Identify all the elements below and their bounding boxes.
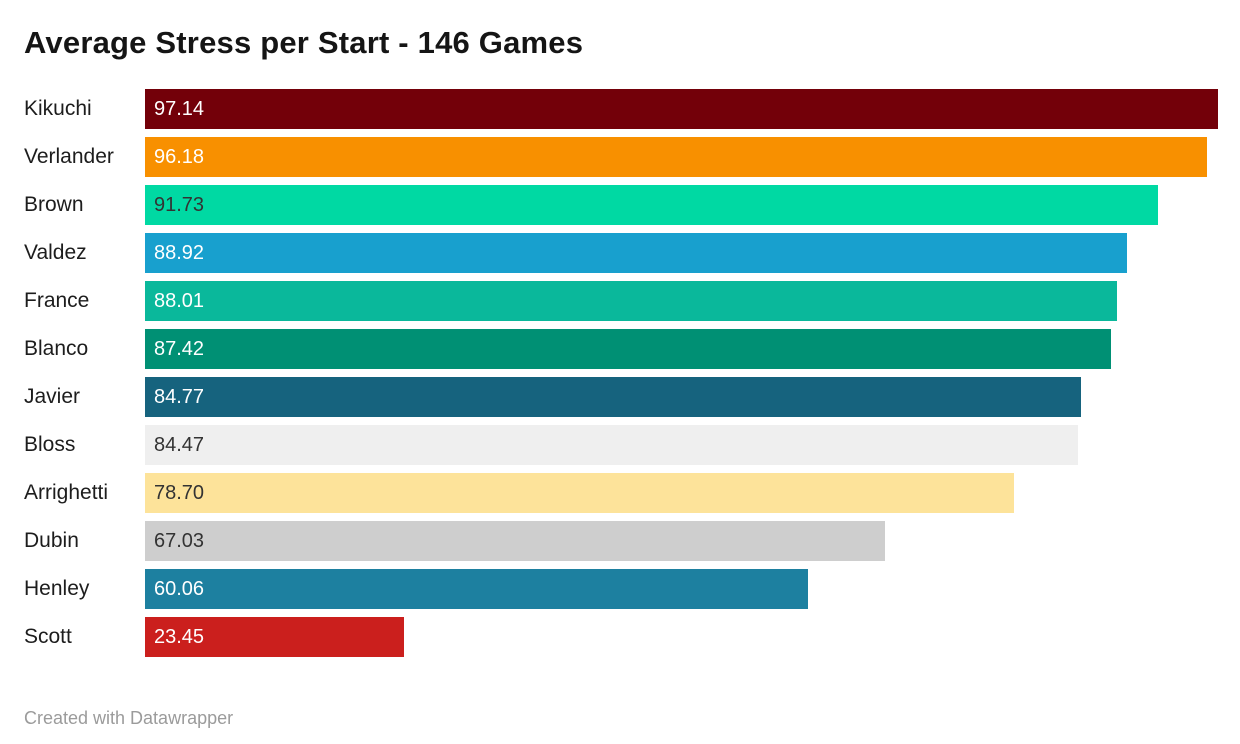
bar-track: 97.14	[145, 89, 1218, 129]
bar-category-label: Arrighetti	[24, 481, 109, 504]
bar-value-label: 60.06	[154, 578, 205, 600]
bar: 84.47	[145, 425, 1079, 465]
bar-track: 78.70	[145, 473, 1218, 513]
bar-category-label: Verlander	[24, 145, 114, 168]
bar-value-label: 23.45	[154, 626, 205, 648]
bar-track: 88.92	[145, 233, 1218, 273]
bar-track: 96.18	[145, 137, 1218, 177]
bar-row: France 88.01	[24, 281, 1218, 321]
datawrapper-attribution-link[interactable]: Created with Datawrapper	[24, 708, 234, 728]
bar: 67.03	[145, 521, 886, 561]
bar: 88.01	[145, 281, 1118, 321]
bar-row: Henley 60.06	[24, 569, 1218, 609]
bar-value-label: 88.92	[154, 242, 205, 264]
bar-row: Scott 23.45	[24, 617, 1218, 657]
bar: 60.06	[145, 569, 809, 609]
bar-track: 23.45	[145, 617, 1218, 657]
bar: 87.42	[145, 329, 1111, 369]
bar-track: 60.06	[145, 569, 1218, 609]
bar: 84.77	[145, 377, 1082, 417]
bar-category-label: Bloss	[24, 433, 76, 456]
bar-row: Kikuchi 97.14	[24, 89, 1218, 129]
bar-track: 87.42	[145, 329, 1218, 369]
bar-category-label: Brown	[24, 193, 84, 216]
bar-value-label: 78.70	[154, 482, 205, 504]
bar: 23.45	[145, 617, 405, 657]
bar-value-label: 91.73	[154, 194, 205, 216]
bar-track: 91.73	[145, 185, 1218, 225]
bar-value-label: 97.14	[154, 98, 205, 120]
bar-value-label: 87.42	[154, 338, 205, 360]
bar-value-label: 84.77	[154, 386, 205, 408]
bar: 78.70	[145, 473, 1015, 513]
bar-track: 84.77	[145, 377, 1218, 417]
bar-category-label: Valdez	[24, 241, 87, 264]
bar-category-label: Scott	[24, 625, 72, 648]
bar: 88.92	[145, 233, 1128, 273]
bar-category-label: France	[24, 289, 90, 312]
bar-row: Blanco 87.42	[24, 329, 1218, 369]
bar: 97.14	[145, 89, 1218, 129]
bar-category-label: Javier	[24, 385, 81, 408]
bar-row: Dubin 67.03	[24, 521, 1218, 561]
bar-row: Arrighetti 78.70	[24, 473, 1218, 513]
bar: 96.18	[145, 137, 1208, 177]
chart-title: Average Stress per Start - 146 Games	[24, 25, 584, 60]
bar-row: Bloss 84.47	[24, 425, 1218, 465]
bar-value-label: 88.01	[154, 290, 205, 312]
bar: 91.73	[145, 185, 1159, 225]
bar-category-label: Blanco	[24, 337, 89, 360]
bar-category-label: Dubin	[24, 529, 79, 552]
bar-row: Brown 91.73	[24, 185, 1218, 225]
bar-rows: Kikuchi 97.14 Verlander 96.18 Brown 91.73 Vald…	[24, 89, 1218, 657]
bar-value-label: 96.18	[154, 146, 205, 168]
bar-track: 67.03	[145, 521, 1218, 561]
bar-category-label: Henley	[24, 577, 90, 600]
bar-track: 84.47	[145, 425, 1218, 465]
bar-category-label: Kikuchi	[24, 97, 92, 120]
bar-track: 88.01	[145, 281, 1218, 321]
bar-row: Valdez 88.92	[24, 233, 1218, 273]
bar-value-label: 67.03	[154, 530, 205, 552]
bar-row: Verlander 96.18	[24, 137, 1218, 177]
bar-value-label: 84.47	[154, 434, 205, 456]
bar-row: Javier 84.77	[24, 377, 1218, 417]
